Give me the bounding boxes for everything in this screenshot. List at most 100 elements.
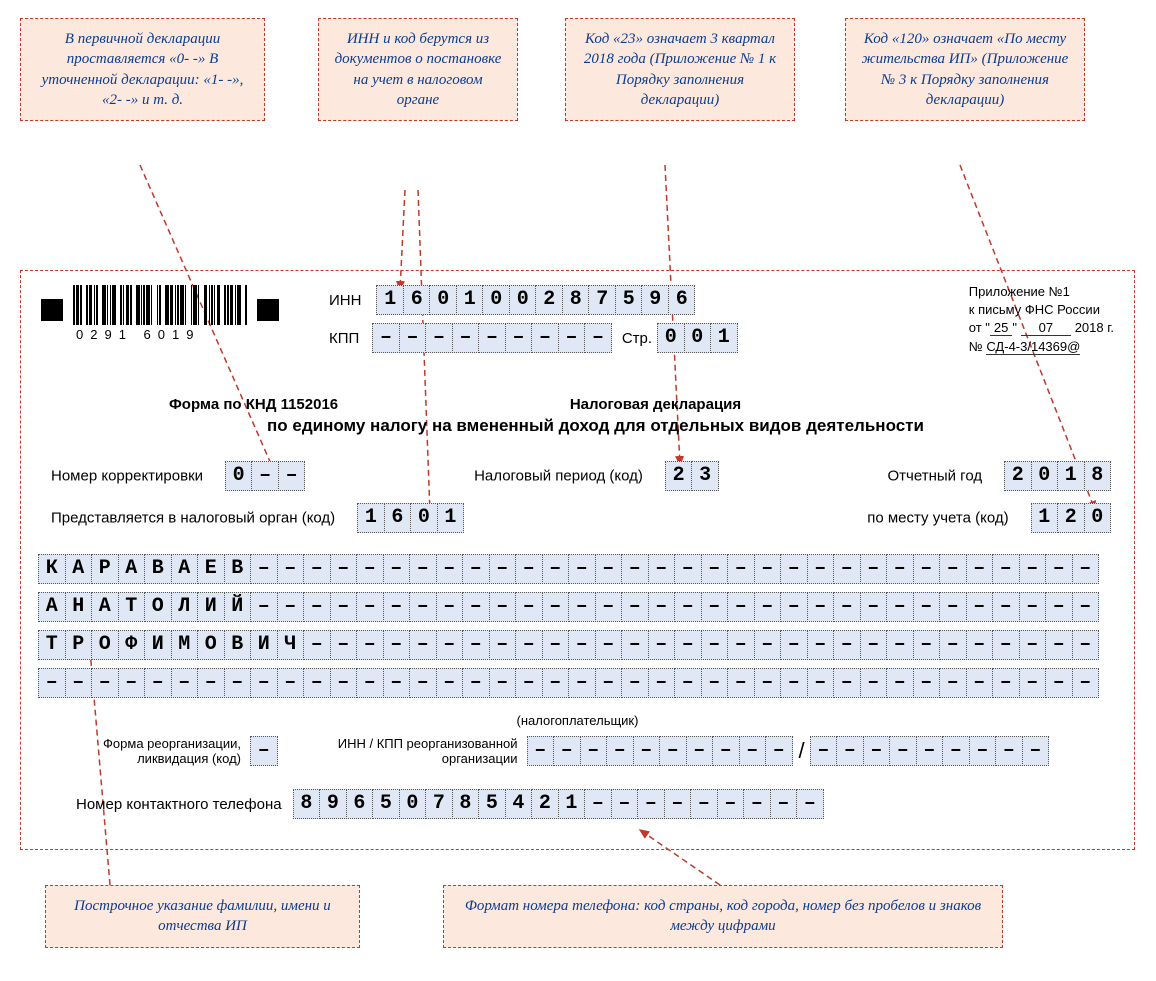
cell: –: [452, 323, 480, 353]
corr-group: Номер корректировки 0––: [51, 461, 305, 491]
reorg-cells: –: [251, 736, 278, 766]
cell: Т: [38, 630, 66, 660]
cell: –: [250, 554, 278, 584]
cell: –: [992, 668, 1020, 698]
marker-square: [41, 299, 63, 321]
cell: –: [568, 592, 596, 622]
cell: –: [409, 592, 437, 622]
cell: –: [648, 554, 676, 584]
cell: 8: [1084, 461, 1112, 491]
appendix-date: от "25" 07 2018 г.: [969, 319, 1114, 337]
cell: А: [38, 592, 66, 622]
callout-correction: В первичной декларации проставляется «0-…: [20, 18, 265, 121]
reorg-label: Форма реорганизации, ликвидация (код): [81, 736, 241, 766]
cell: –: [118, 668, 146, 698]
cell: –: [863, 736, 891, 766]
cell: 2: [535, 285, 563, 315]
inn-label: ИНН: [329, 292, 361, 309]
cell: –: [409, 554, 437, 584]
cell: –: [1045, 554, 1073, 584]
appendix-info: Приложение №1 к письму ФНС России от "25…: [969, 283, 1114, 356]
cell: –: [913, 668, 941, 698]
cell: –: [436, 668, 464, 698]
cell: В: [224, 554, 252, 584]
firstname-cells: АНАТОЛИЙ––––––––––––––––––––––––––––––––: [39, 592, 1099, 622]
cell: –: [383, 592, 411, 622]
callout-inn: ИНН и код берутся из документов о постан…: [318, 18, 518, 121]
cell: Р: [91, 554, 119, 584]
cell: 2: [1004, 461, 1032, 491]
cell: О: [197, 630, 225, 660]
cell: В: [224, 630, 252, 660]
organ-group: Представляется в налоговый орган (код) 1…: [51, 503, 464, 533]
callout-place: Код «120» означает «По месту жительства …: [845, 18, 1085, 121]
appendix-l2: к письму ФНС России: [969, 301, 1114, 319]
cell: –: [780, 554, 808, 584]
cell: 1: [376, 285, 404, 315]
cell: –: [833, 630, 861, 660]
cell: –: [356, 554, 384, 584]
cell: –: [739, 736, 767, 766]
cell: –: [1045, 668, 1073, 698]
cell: А: [171, 554, 199, 584]
form-knd: Форма по КНД 1152016: [169, 396, 338, 413]
cell: –: [664, 789, 692, 819]
cell: В: [144, 554, 172, 584]
cell: 1: [1031, 503, 1059, 533]
cell: –: [860, 592, 888, 622]
cell: –: [515, 668, 543, 698]
cell: –: [462, 668, 490, 698]
cell: –: [409, 668, 437, 698]
cell: –: [277, 668, 305, 698]
cell: –: [197, 668, 225, 698]
cell: –: [595, 630, 623, 660]
callout-fullname: Построчное указание фамилии, имени и отч…: [45, 885, 360, 948]
cell: –: [807, 630, 835, 660]
period-group: Налоговый период (код) 23: [474, 461, 719, 491]
cell: –: [674, 554, 702, 584]
cell: –: [542, 668, 570, 698]
cell: –: [770, 789, 798, 819]
cell: 9: [319, 789, 347, 819]
cell: –: [144, 668, 172, 698]
cell: –: [91, 668, 119, 698]
cell: 0: [482, 285, 510, 315]
inn-row: ИНН 160100287596: [329, 285, 695, 315]
cell: 6: [403, 285, 431, 315]
cell: –: [580, 736, 608, 766]
cell: 9: [641, 285, 669, 315]
cell: –: [568, 630, 596, 660]
cell: –: [330, 630, 358, 660]
cell: 0: [684, 323, 712, 353]
cell: –: [686, 736, 714, 766]
cell: О: [144, 592, 172, 622]
cell: –: [527, 736, 555, 766]
cell: К: [38, 554, 66, 584]
cell: –: [743, 789, 771, 819]
cell: –: [674, 668, 702, 698]
cell: –: [992, 630, 1020, 660]
cell: –: [942, 736, 970, 766]
period-row: Номер корректировки 0–– Налоговый период…: [51, 461, 1111, 491]
cell: 7: [425, 789, 453, 819]
cell: –: [727, 668, 755, 698]
cell: М: [171, 630, 199, 660]
cell: –: [966, 592, 994, 622]
cell: –: [674, 630, 702, 660]
cell: –: [690, 789, 718, 819]
cell: –: [303, 592, 331, 622]
place-cells: 120: [1032, 503, 1112, 533]
cell: –: [330, 554, 358, 584]
cell: 6: [346, 789, 374, 819]
cell: –: [754, 630, 782, 660]
cell: –: [383, 554, 411, 584]
cell: –: [1072, 668, 1100, 698]
cell: –: [860, 630, 888, 660]
cell: –: [860, 554, 888, 584]
cell: –: [701, 554, 729, 584]
place-group: по месту учета (код) 120: [867, 503, 1111, 533]
kpp-cells: –––––––––: [373, 323, 612, 353]
cell: –: [489, 630, 517, 660]
declaration-subtitle: по единому налогу на вмененный доход для…: [39, 416, 1152, 436]
cell: –: [399, 323, 427, 353]
